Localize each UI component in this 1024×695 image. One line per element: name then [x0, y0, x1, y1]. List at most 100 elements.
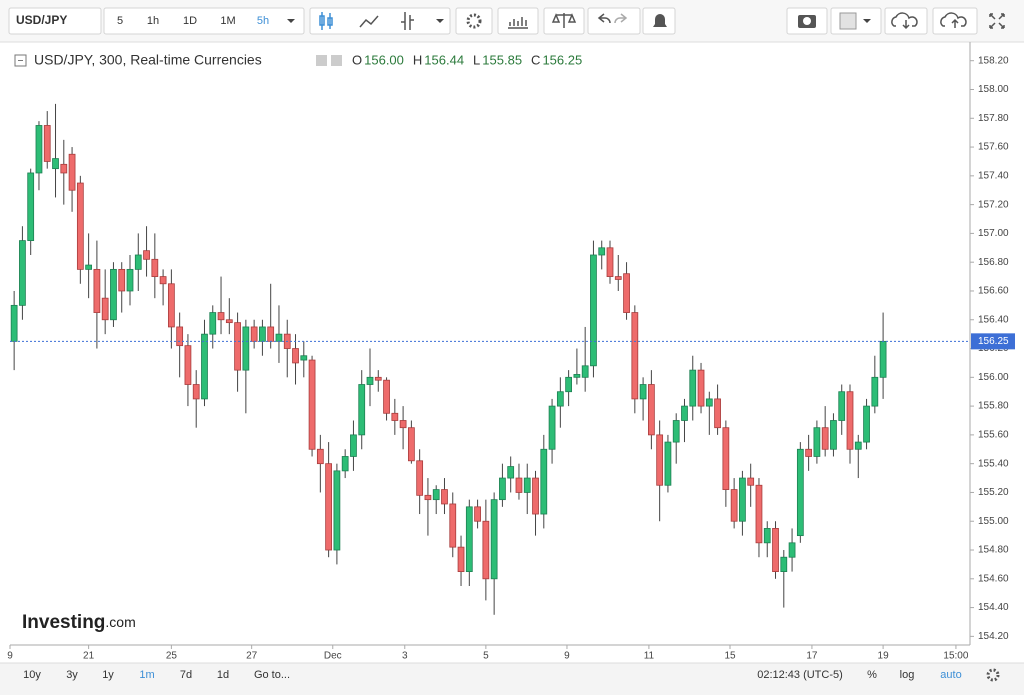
candle-body: [93, 268, 101, 313]
x-tick-label: 27: [246, 651, 258, 662]
candle-body: [532, 477, 539, 515]
candle-body: [134, 254, 142, 270]
interval-btn[interactable]: 1h: [147, 15, 159, 27]
y-tick-label: 158.20: [978, 55, 1009, 66]
range-btn[interactable]: 7d: [180, 669, 192, 681]
x-tick-label: 3: [402, 651, 408, 662]
x-tick-label: 25: [166, 651, 178, 662]
x-tick-label: 17: [806, 651, 818, 662]
x-tick-label: 9: [564, 651, 570, 662]
candle-body: [325, 463, 333, 551]
candle-body: [705, 398, 713, 407]
candle-body: [631, 312, 639, 400]
y-tick-label: 156.60: [978, 286, 1009, 297]
candle-body: [614, 276, 622, 280]
dropdown-arrow[interactable]: [863, 19, 871, 23]
candle-body: [606, 247, 614, 277]
candle-body: [573, 374, 581, 378]
candle-body: [780, 556, 788, 573]
logo: Investing.com: [22, 612, 136, 633]
gear-icon: [466, 13, 482, 29]
candle-body: [242, 326, 250, 371]
x-tick-label: 5: [483, 651, 489, 662]
scale-option[interactable]: auto: [940, 669, 961, 681]
range-btn[interactable]: 1y: [102, 669, 114, 681]
ohlc-key: C: [531, 52, 540, 67]
x-tick-label: 15:00: [943, 651, 968, 662]
candle-icon[interactable]: [319, 12, 333, 30]
interval-btn[interactable]: 5: [117, 15, 123, 27]
legend-btn[interactable]: [331, 55, 342, 66]
interval-btn[interactable]: 1D: [183, 15, 197, 27]
y-tick-label: 155.60: [978, 430, 1009, 441]
candle-body: [19, 240, 26, 306]
candle-body: [697, 369, 705, 407]
bar-icon[interactable]: [401, 12, 414, 30]
redo-icon[interactable]: [614, 13, 628, 24]
y-tick-label: 155.40: [978, 458, 1009, 469]
candle-body: [523, 477, 531, 493]
candle-body: [805, 448, 812, 457]
x-tick-label: 15: [724, 651, 736, 662]
candle-body: [76, 182, 84, 270]
scale-option[interactable]: %: [867, 669, 877, 681]
legend-btn[interactable]: [316, 55, 327, 66]
footer: Go to... 02:12:43 (UTC-5): [0, 662, 1024, 695]
candle-body: [259, 326, 266, 342]
y-tick-label: 157.60: [978, 142, 1009, 153]
scale-option[interactable]: log: [900, 669, 915, 681]
range-btn[interactable]: 10y: [23, 669, 41, 681]
dropdown-arrow[interactable]: [436, 19, 444, 23]
candle-body: [499, 477, 506, 501]
candle-body: [250, 326, 258, 342]
candle-body: [772, 528, 779, 573]
line-icon[interactable]: [359, 15, 379, 28]
last-price-label: 156.25: [978, 336, 1009, 347]
candle-body: [515, 477, 523, 493]
candle-body: [656, 434, 664, 486]
settings-btn[interactable]: [455, 7, 493, 35]
undo-icon[interactable]: [597, 13, 611, 24]
candle-body: [110, 268, 117, 321]
candle-body: [27, 172, 35, 242]
candle-body: [590, 254, 597, 367]
y-tick-label: 155.80: [978, 401, 1009, 412]
y-tick-label: 155.20: [978, 487, 1009, 498]
candle-body: [10, 304, 18, 342]
candle-body: [192, 384, 200, 400]
y-tick-label: 156.40: [978, 314, 1009, 325]
x-tick-label: 9: [7, 651, 13, 662]
candle-body: [598, 247, 606, 256]
legend-title: USD/JPY, 300, Real-time Currencies: [34, 52, 262, 68]
goto[interactable]: Go to...: [254, 669, 290, 681]
candle-body: [714, 398, 721, 429]
candle-body: [739, 477, 746, 522]
footer-gear[interactable]: [986, 668, 1000, 682]
range-btn[interactable]: 3y: [66, 669, 78, 681]
fullscreen-icon[interactable]: [989, 13, 1005, 29]
range-btn[interactable]: 1m: [139, 669, 154, 681]
candle-body: [689, 369, 697, 407]
candle-body: [556, 391, 564, 407]
candle-body: [747, 477, 755, 486]
candle-body: [879, 340, 887, 378]
candle-body: [126, 268, 134, 292]
collapse-box[interactable]: [14, 54, 27, 67]
ohlc-value: 155.85: [482, 52, 522, 67]
y-tick-label: 154.60: [978, 573, 1009, 584]
candle-body: [664, 441, 672, 486]
candle-body: [275, 333, 283, 342]
candle-body: [374, 376, 382, 381]
interval-btn[interactable]: 5h: [257, 15, 269, 27]
range-btn[interactable]: 1d: [217, 669, 229, 681]
candle-body: [209, 312, 217, 335]
candle-body: [482, 520, 490, 580]
candle-body: [308, 359, 316, 450]
symbol-box[interactable]: [8, 7, 102, 35]
interval-btn[interactable]: 1M: [220, 15, 235, 27]
candle-body: [821, 427, 829, 450]
candle-body: [366, 376, 374, 385]
dropdown-arrow[interactable]: [287, 19, 295, 23]
candle-body: [35, 125, 43, 174]
